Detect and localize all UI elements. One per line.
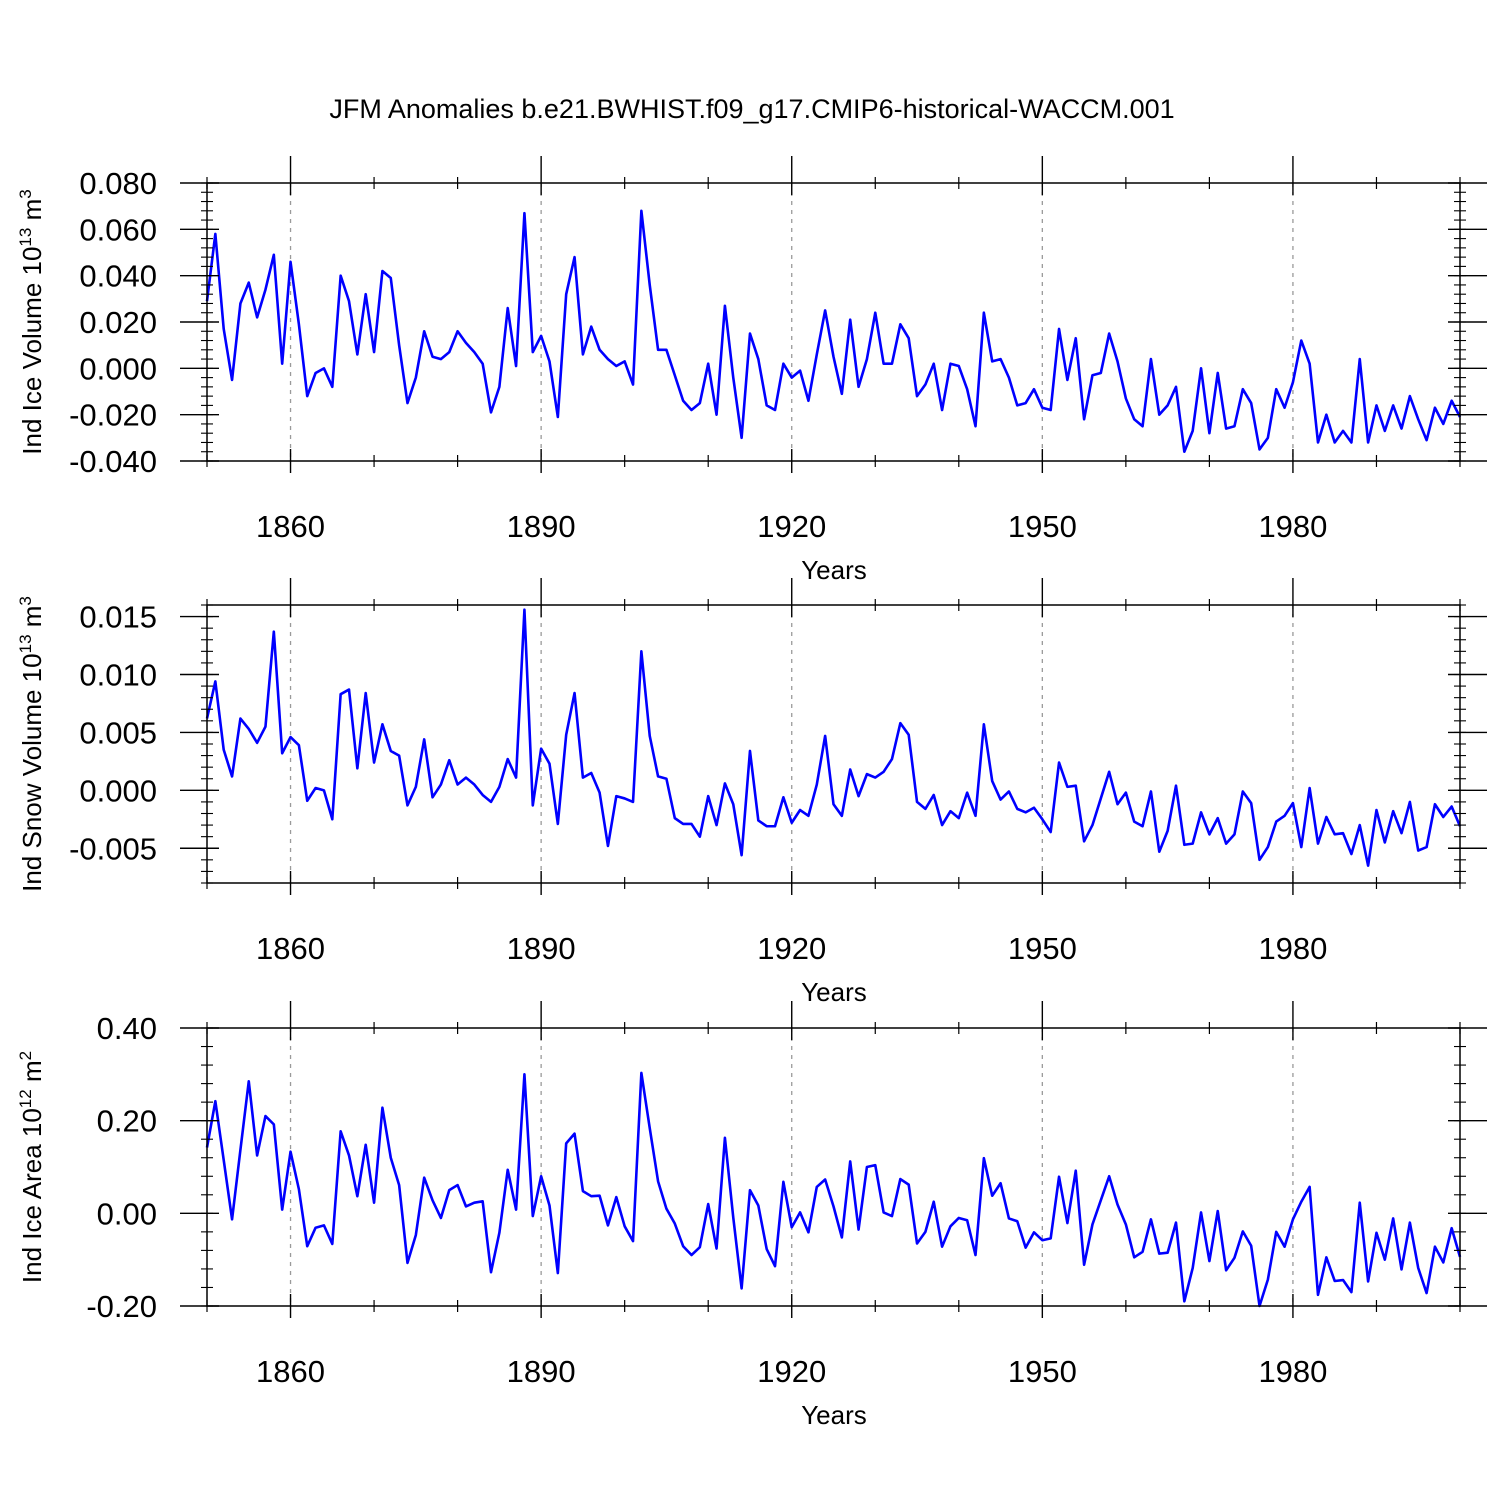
- x-axis-label: Years: [801, 555, 867, 585]
- y-axis-label-unit: m: [17, 199, 47, 228]
- panel-ice-volume: -0.040 -0.020 0.000 0.020 0.040 0.060 0.080 186…: [16, 156, 1487, 585]
- y-tick-label: 0.020: [79, 305, 157, 340]
- y-tick-label: 0.060: [79, 212, 157, 247]
- panel-ice-area: -0.20 0.00 0.20 0.40 1860 1890 1920 1950 1980 Yea…: [16, 1001, 1487, 1430]
- series-line: [205, 1071, 1462, 1308]
- x-tick-label: 1920: [757, 509, 826, 544]
- y-tick-label: -0.005: [69, 831, 157, 866]
- y-axis-label-exponent: 13: [16, 228, 35, 247]
- y-axis-label: Ind Ice Volume 1013 m3: [16, 189, 47, 454]
- x-axis-label: Years: [801, 1400, 867, 1430]
- series-line: [205, 209, 1462, 454]
- y-axis-label-exponent: 12: [16, 1089, 35, 1108]
- y-axis-label-unit-exponent: 3: [16, 189, 35, 198]
- y-axis-label-prefix: Ind Snow Volume 10: [17, 653, 47, 892]
- y-axis-label-exponent: 13: [16, 634, 35, 653]
- y-axis-label-unit-exponent: 3: [16, 596, 35, 605]
- figure-title: JFM Anomalies b.e21.BWHIST.f09_g17.CMIP6…: [329, 94, 1174, 124]
- x-tick-label: 1980: [1258, 931, 1327, 966]
- x-tick-label: 1920: [757, 931, 826, 966]
- y-axis-label-prefix: Ind Ice Volume 10: [17, 247, 47, 455]
- x-tick-label: 1890: [507, 1354, 576, 1389]
- y-tick-label: 0.080: [79, 166, 157, 201]
- y-tick-label: 0.20: [97, 1104, 157, 1139]
- y-tick-label: 0.040: [79, 259, 157, 294]
- y-tick-label: 0.000: [79, 773, 157, 808]
- panel-snow-volume: -0.005 0.000 0.005 0.010 0.015 1860 1890 1920 19…: [16, 578, 1487, 1007]
- x-tick-label: 1950: [1008, 1354, 1077, 1389]
- x-tick-label: 1980: [1258, 509, 1327, 544]
- y-tick-label: -0.20: [86, 1289, 157, 1324]
- x-tick-label: 1950: [1008, 509, 1077, 544]
- x-tick-label: 1890: [507, 931, 576, 966]
- x-tick-label: 1860: [256, 1354, 325, 1389]
- y-tick-label: -0.020: [69, 398, 157, 433]
- y-tick-label: 0.010: [79, 658, 157, 693]
- x-tick-label: 1860: [256, 509, 325, 544]
- series-line: [205, 608, 1462, 867]
- plot-frame: [206, 604, 1461, 884]
- y-tick-label: 0.00: [97, 1196, 157, 1231]
- y-axis-label-unit: m: [17, 606, 47, 635]
- x-tick-label: 1860: [256, 931, 325, 966]
- y-tick-label: 0.000: [79, 351, 157, 386]
- y-tick-label: 0.005: [79, 715, 157, 750]
- y-axis-label-unit: m: [17, 1060, 47, 1089]
- x-axis-label: Years: [801, 977, 867, 1007]
- y-tick-label: 0.40: [97, 1011, 157, 1046]
- x-tick-label: 1890: [507, 509, 576, 544]
- plot-frame: [206, 1027, 1461, 1307]
- y-axis-label-unit-exponent: 2: [16, 1051, 35, 1060]
- y-axis-label: Ind Snow Volume 1013 m3: [16, 596, 47, 892]
- y-tick-label: 0.015: [79, 600, 157, 635]
- y-axis-label-prefix: Ind Ice Area 10: [17, 1108, 47, 1283]
- x-tick-label: 1920: [757, 1354, 826, 1389]
- x-tick-label: 1950: [1008, 931, 1077, 966]
- y-axis-label: Ind Ice Area 1012 m2: [16, 1051, 47, 1283]
- y-tick-label: -0.040: [69, 444, 157, 479]
- x-tick-label: 1980: [1258, 1354, 1327, 1389]
